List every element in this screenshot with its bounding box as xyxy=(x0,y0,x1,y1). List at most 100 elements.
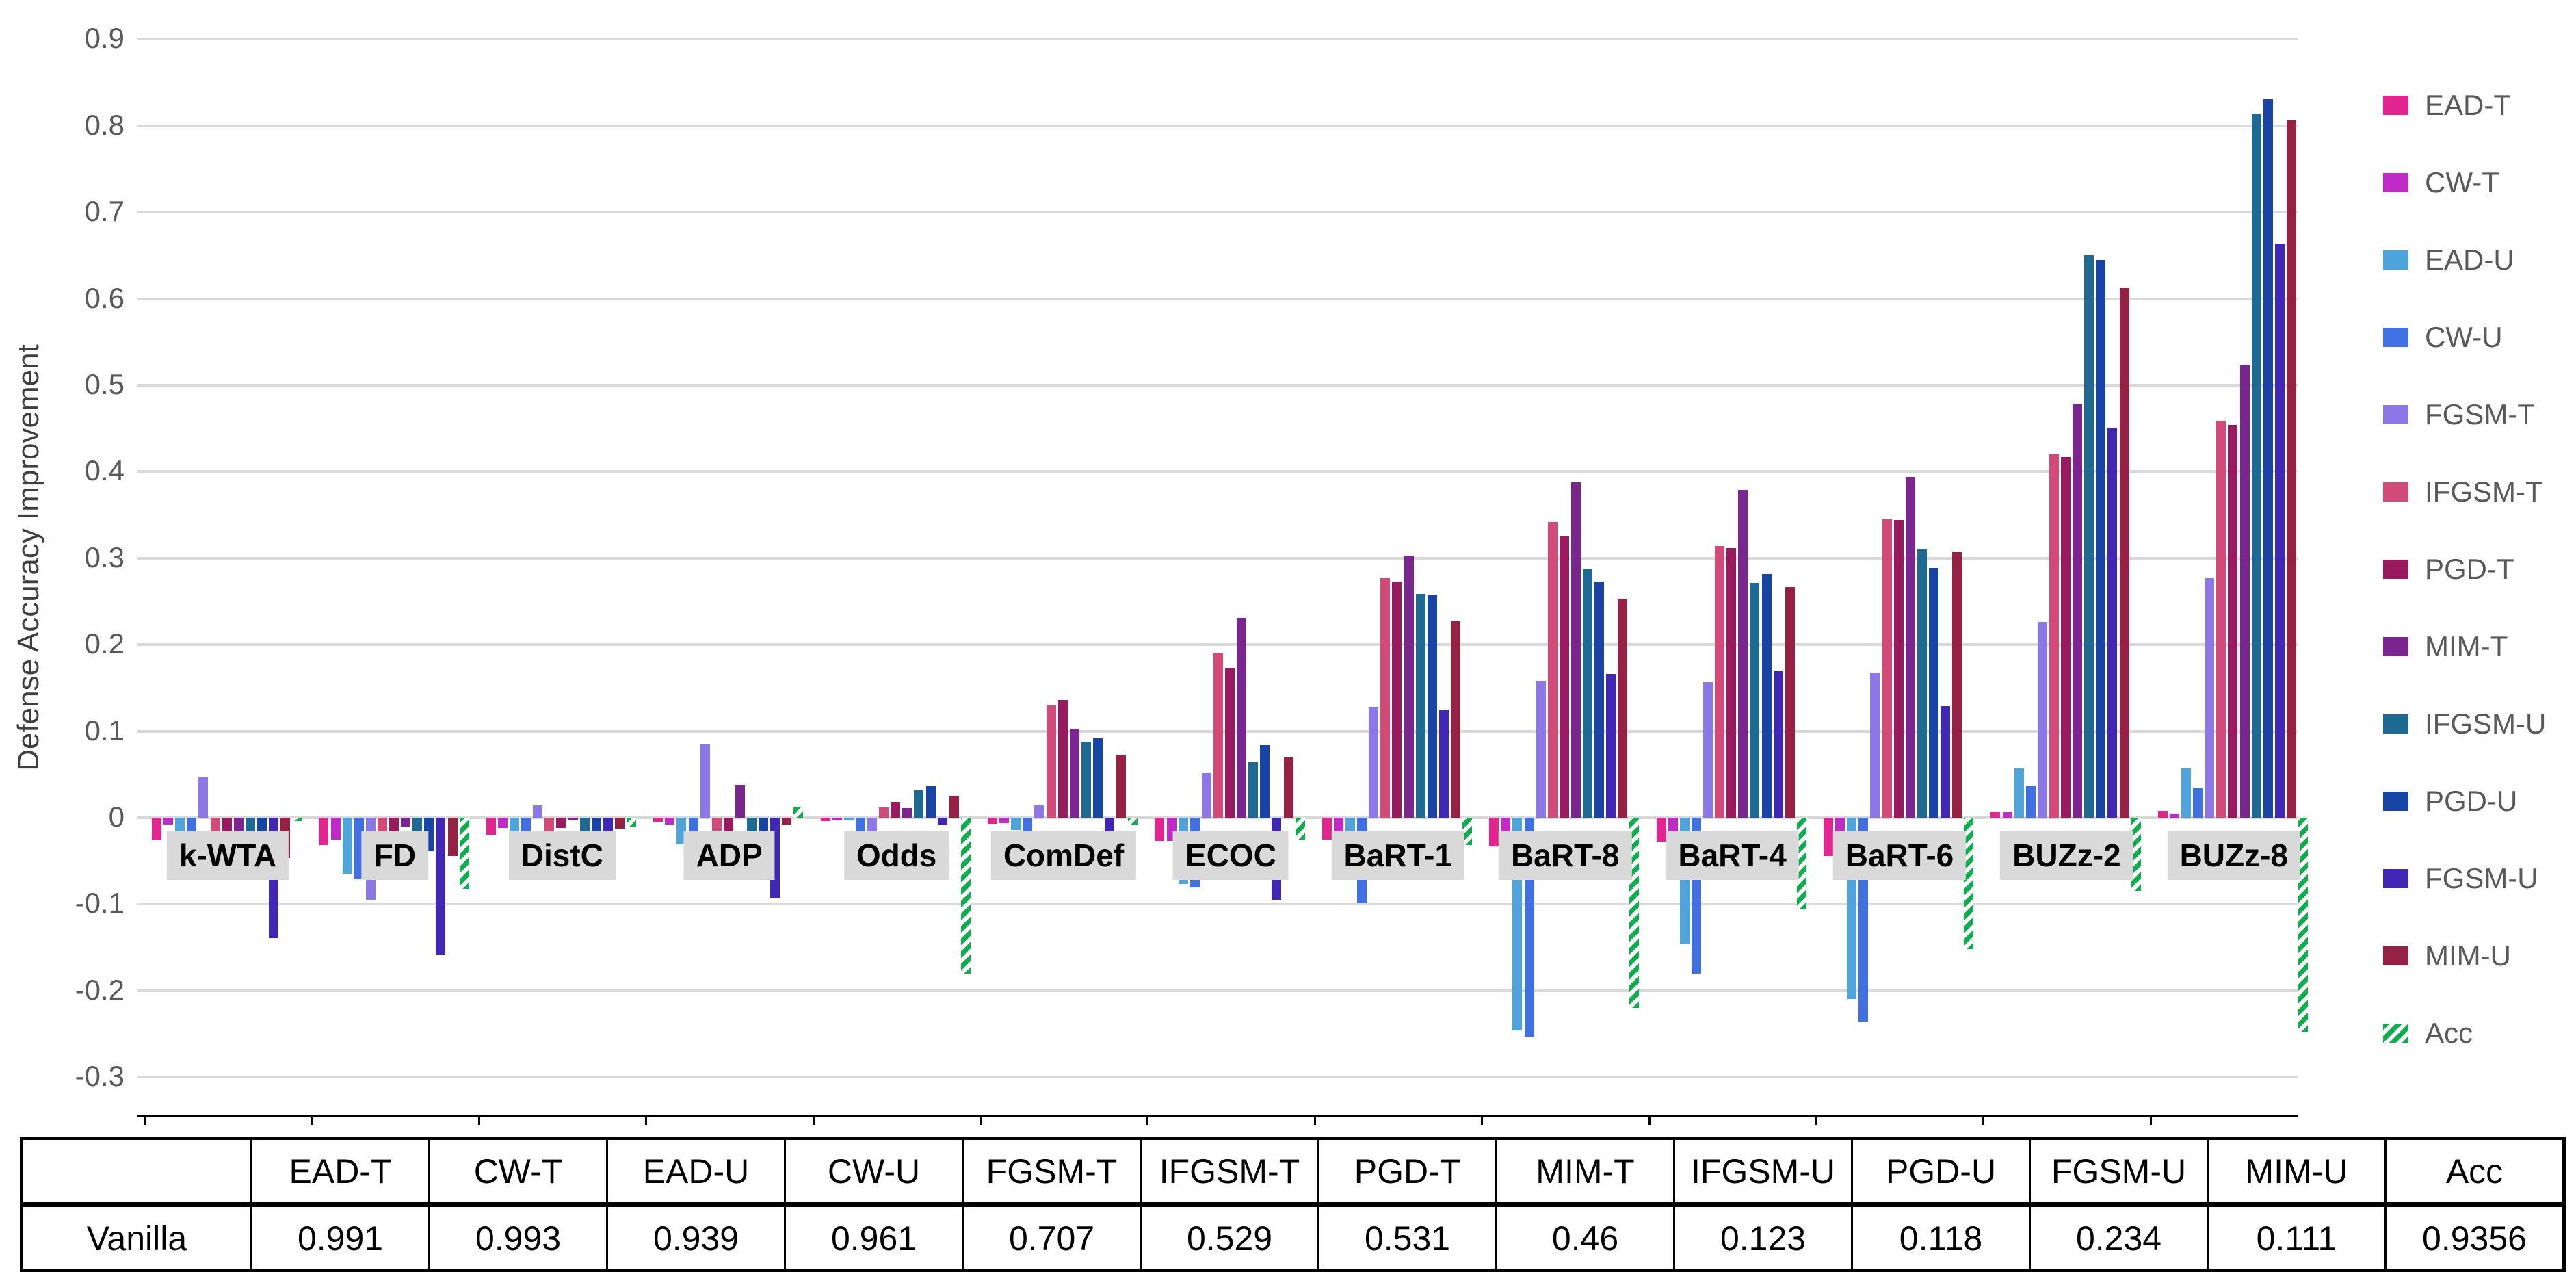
gridline--0.3 xyxy=(137,1076,2298,1079)
bar-BaRT-6-FGSM-U xyxy=(1941,705,1950,818)
bar-BaRT-1-FGSM-U xyxy=(1438,710,1449,818)
bar-BUZz-8-PGD-U xyxy=(2263,99,2273,818)
x-axis-tick xyxy=(2149,1115,2152,1125)
gridline-0.4 xyxy=(137,470,2298,473)
gridline-0.5 xyxy=(137,384,2298,387)
legend-item-CW-T: CW-T xyxy=(2383,166,2499,198)
y-tick-label: -0.1 xyxy=(75,887,124,920)
table-value-EAD-U: 0.939 xyxy=(606,1204,786,1272)
bar-k-WTA-CW-U xyxy=(187,818,197,835)
bar-BUZz-8-IFGSM-T xyxy=(2216,420,2226,818)
bar-BaRT-4-IFGSM-T xyxy=(1715,546,1725,818)
bar-DistC-IFGSM-T xyxy=(544,818,555,833)
bar-BUZz-8-MIM-U xyxy=(2286,120,2296,818)
bar-BaRT-6-EAD-T xyxy=(1824,818,1833,856)
table-header-FGSM-T: FGSM-T xyxy=(962,1137,1142,1207)
bar-k-WTA-PGD-U xyxy=(257,818,267,832)
gridline--0.1 xyxy=(137,903,2298,906)
bar-ADP-PGD-T xyxy=(723,818,733,832)
bar-Odds-FGSM-T xyxy=(867,818,877,833)
legend-item-CW-U: CW-U xyxy=(2383,321,2503,353)
bar-Odds-CW-U xyxy=(855,818,865,833)
bar-BUZz-2-PGD-T xyxy=(2061,456,2071,818)
table-header-IFGSM-T: IFGSM-T xyxy=(1140,1137,1319,1207)
bar-BUZz-2-IFGSM-U xyxy=(2084,255,2094,818)
x-axis-line xyxy=(137,1115,2298,1117)
bar-k-WTA-PGD-T xyxy=(222,818,232,833)
bar-BaRT-4-Acc xyxy=(1796,818,1806,909)
bar-BaRT-6-CW-T xyxy=(1835,818,1845,833)
bar-BaRT-1-IFGSM-U xyxy=(1415,593,1425,818)
category-label-DistC: DistC xyxy=(508,831,616,880)
gridline-0.7 xyxy=(137,211,2298,214)
table-value-MIM-T: 0.46 xyxy=(1495,1204,1675,1272)
legend-label-IFGSM-T: IFGSM-T xyxy=(2425,476,2543,508)
legend-item-PGD-U: PGD-U xyxy=(2383,785,2517,817)
x-axis-tick xyxy=(1146,1115,1149,1125)
bar-ADP-IFGSM-T xyxy=(711,818,722,831)
bar-BaRT-8-PGD-T xyxy=(1559,536,1569,818)
bar-BaRT-6-PGD-T xyxy=(1893,520,1904,818)
bar-BUZz-8-EAD-T xyxy=(2157,810,2168,818)
bar-BUZz-8-IFGSM-U xyxy=(2251,114,2261,818)
bar-Odds-EAD-T xyxy=(820,818,830,822)
bar-BaRT-8-PGD-U xyxy=(1594,581,1605,818)
x-axis-tick xyxy=(1648,1115,1651,1125)
bar-ComDef-PGD-U xyxy=(1092,738,1103,818)
bar-BaRT-4-PGD-T xyxy=(1726,547,1737,818)
y-tick-label: 0.8 xyxy=(84,108,124,141)
table-header-row: EAD-T CW-T EAD-U CW-U FGSM-T IFGSM-T PGD-T MIM-… xyxy=(21,1137,2565,1207)
bar-BaRT-8-FGSM-T xyxy=(1536,681,1546,818)
table-value-IFGSM-T: 0.529 xyxy=(1140,1204,1319,1272)
bar-FD-CW-T xyxy=(330,818,341,840)
legend-label-CW-U: CW-U xyxy=(2425,321,2503,353)
bar-BUZz-2-PGD-U xyxy=(2096,259,2106,818)
bar-DistC-EAD-T xyxy=(486,818,496,835)
bar-BaRT-4-FGSM-T xyxy=(1703,682,1713,818)
table-value-CW-T: 0.993 xyxy=(428,1204,608,1272)
bar-BUZz-8-CW-U xyxy=(2193,788,2203,818)
bar-BaRT-8-CW-T xyxy=(1501,818,1511,833)
gridline-0.3 xyxy=(137,556,2298,560)
category-label-BUZz-8: BUZz-8 xyxy=(2167,831,2301,880)
bar-BaRT-1-MIM-T xyxy=(1404,556,1414,818)
bar-BUZz-2-Acc xyxy=(2131,818,2141,892)
bar-BaRT-4-PGD-U xyxy=(1761,573,1772,818)
category-label-ComDef: ComDef xyxy=(990,831,1137,880)
bar-ComDef-CW-T xyxy=(999,818,1010,823)
bar-BUZz-2-CW-U xyxy=(2025,786,2036,818)
bar-ADP-MIM-U xyxy=(782,818,792,825)
bar-ECOC-EAD-T xyxy=(1155,818,1165,842)
bar-BaRT-8-IFGSM-U xyxy=(1583,569,1592,818)
y-tick-label: 0 xyxy=(108,801,124,833)
legend-label-EAD-U: EAD-U xyxy=(2425,244,2514,276)
legend-item-MIM-U: MIM-U xyxy=(2383,939,2511,972)
y-tick-label: 0.4 xyxy=(84,454,124,487)
legend-item-PGD-T: PGD-T xyxy=(2383,553,2514,585)
bar-BaRT-6-MIM-T xyxy=(1905,476,1915,818)
legend-swatch-MIM-T xyxy=(2383,637,2408,656)
bar-BaRT-4-MIM-T xyxy=(1738,489,1748,818)
bar-BUZz-2-FGSM-U xyxy=(2107,427,2118,818)
bar-FD-CW-U xyxy=(354,818,364,879)
legend-label-IFGSM-U: IFGSM-U xyxy=(2425,708,2547,740)
y-tick-label: -0.2 xyxy=(75,973,124,1006)
x-axis-tick xyxy=(1481,1115,1484,1125)
bar-k-WTA-IFGSM-U xyxy=(245,818,255,833)
bar-BaRT-1-EAD-T xyxy=(1322,818,1332,840)
bar-BaRT-8-EAD-T xyxy=(1489,818,1499,846)
bar-BUZz-8-MIM-T xyxy=(2239,364,2250,818)
table-header-IFGSM-U: IFGSM-U xyxy=(1673,1137,1853,1207)
legend-swatch-EAD-U xyxy=(2383,250,2408,270)
table-value-PGD-T: 0.531 xyxy=(1317,1204,1497,1272)
table-header-PGD-T: PGD-T xyxy=(1317,1137,1497,1207)
bar-ADP-MIM-T xyxy=(735,784,745,818)
legend-label-Acc: Acc xyxy=(2425,1017,2473,1049)
table-header-FGSM-U: FGSM-U xyxy=(2029,1137,2209,1207)
bar-BUZz-8-CW-T xyxy=(2169,813,2179,818)
bar-DistC-CW-U xyxy=(521,818,531,835)
bar-FD-MIM-T xyxy=(401,818,411,827)
bar-FD-MIM-U xyxy=(447,818,458,856)
bar-BUZz-8-FGSM-T xyxy=(2205,577,2215,818)
